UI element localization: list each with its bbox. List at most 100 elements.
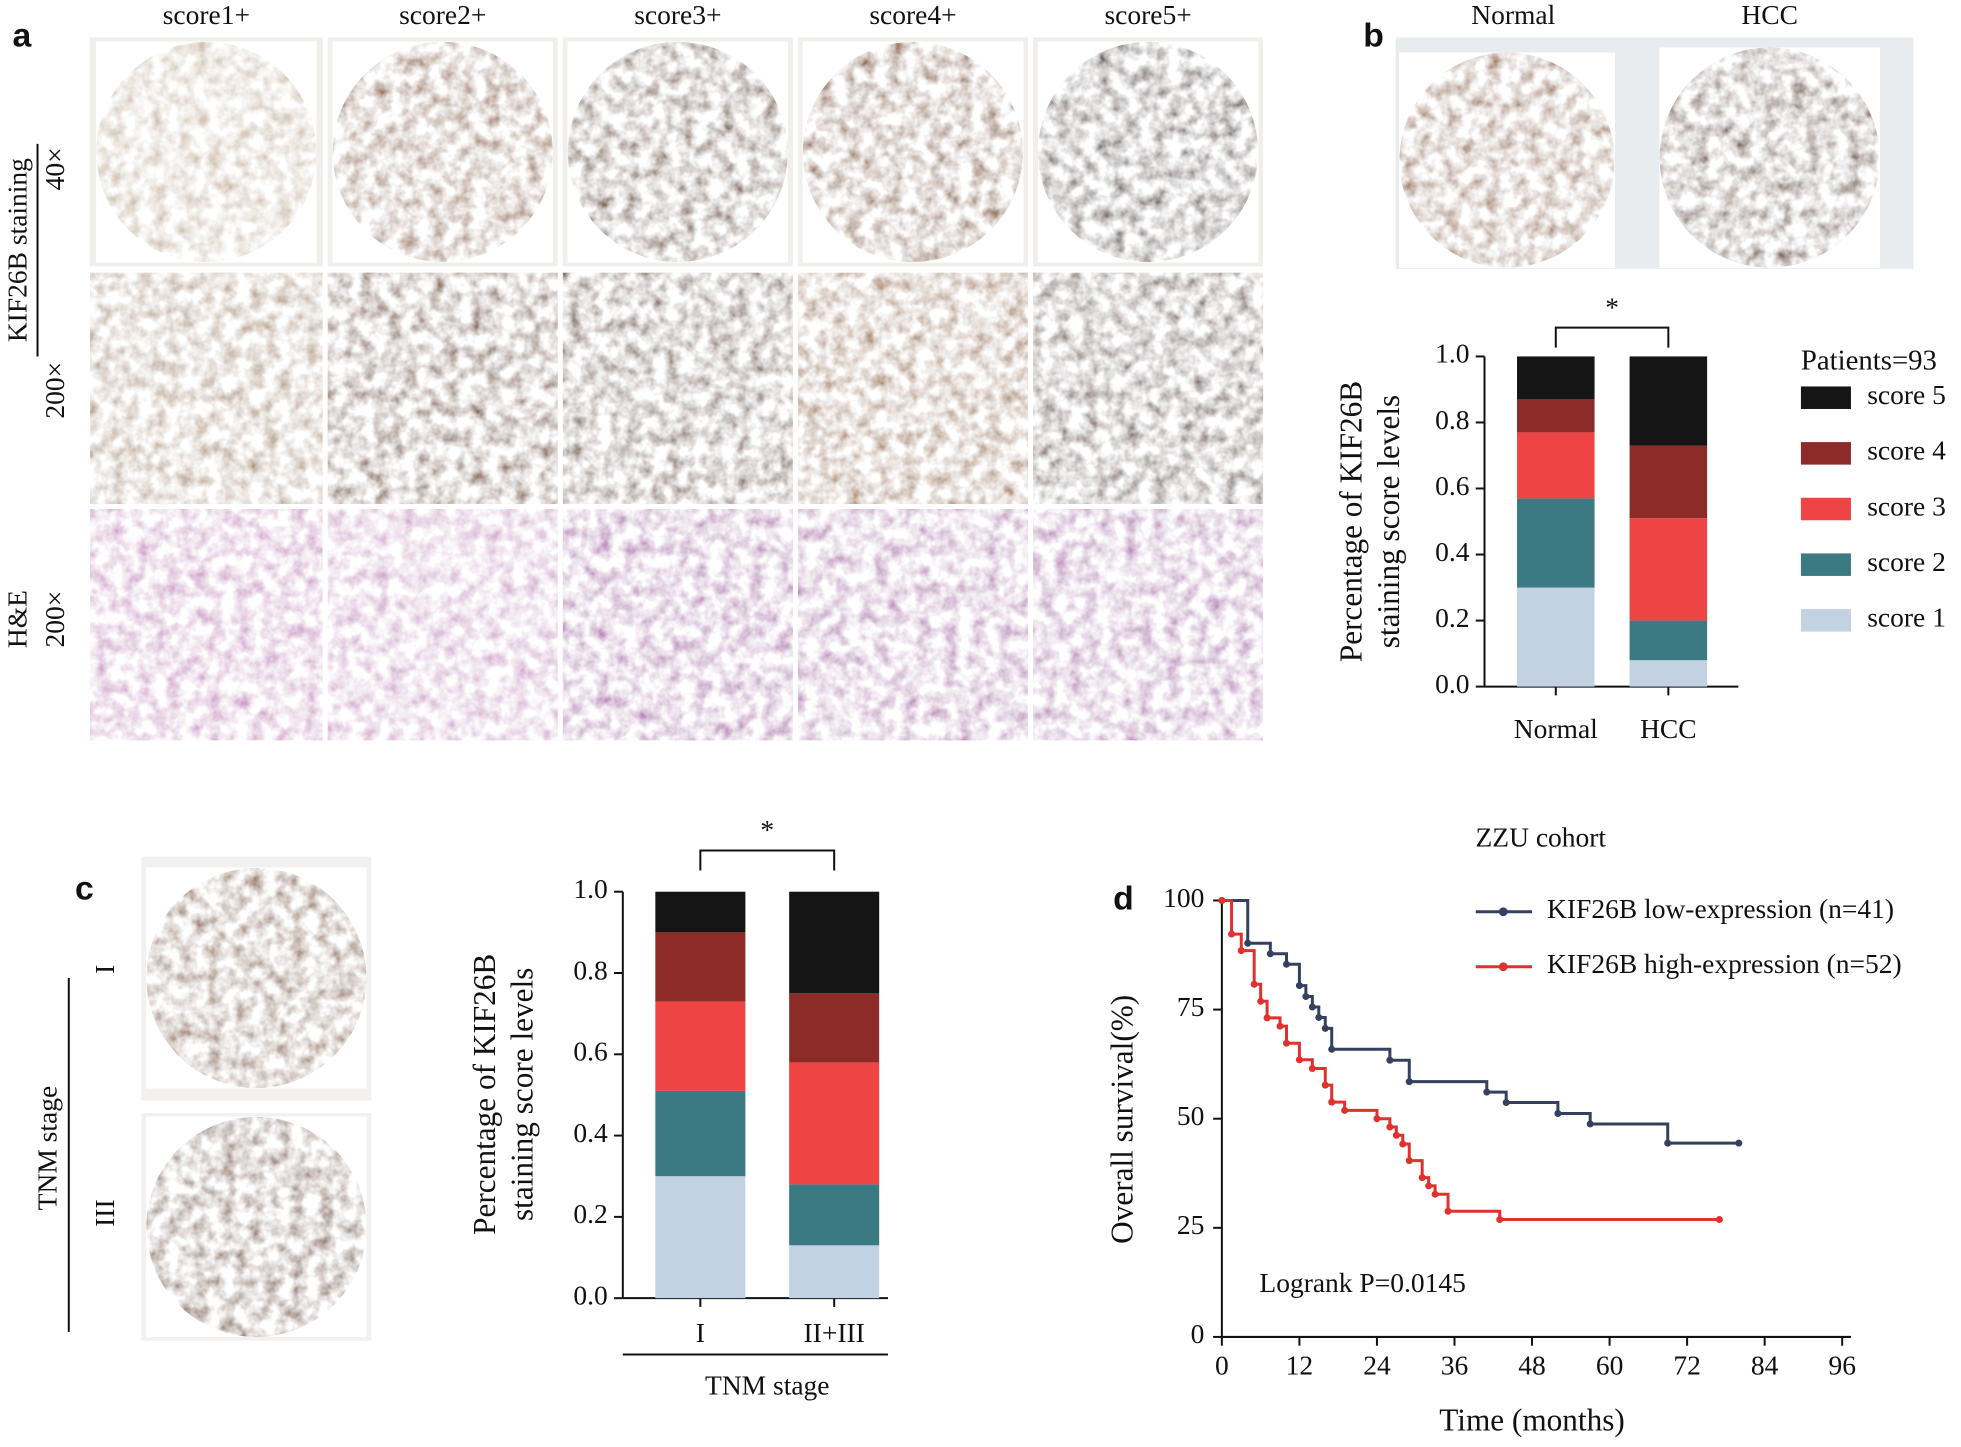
bar-segment	[1629, 518, 1708, 621]
image-label: Normal	[1471, 0, 1555, 30]
image-label: HCC	[1741, 0, 1798, 30]
x-tick-label: I	[696, 1317, 705, 1348]
bar-segment	[655, 1090, 746, 1177]
y-axis-label: Percentage of KIF26B	[1334, 381, 1369, 662]
point	[1328, 1045, 1336, 1053]
y-tick-label: 0.4	[1435, 536, 1470, 567]
point	[1321, 1024, 1329, 1032]
tissue-core	[146, 867, 367, 1089]
chart-title: ZZU cohort	[1475, 822, 1606, 853]
point	[1328, 1098, 1336, 1106]
bar-segment	[1517, 432, 1595, 499]
bar-segment	[1629, 356, 1708, 446]
column-label: score1+	[163, 0, 250, 30]
x-tick-label: 0	[1215, 1350, 1229, 1381]
point	[1431, 1190, 1439, 1198]
point	[1341, 1106, 1349, 1114]
tissue-core	[1659, 47, 1880, 268]
point	[1386, 1056, 1394, 1064]
legend-swatch	[1800, 497, 1851, 521]
point	[1250, 980, 1258, 988]
y-axis-label: staining score levels	[1371, 395, 1406, 648]
point	[1302, 992, 1310, 1000]
legend-swatch	[1800, 442, 1851, 465]
y-tick-label: 0.4	[573, 1117, 608, 1148]
tissue-core	[567, 41, 788, 263]
x-tick-label: 24	[1363, 1350, 1391, 1381]
micrograph	[327, 272, 558, 505]
tissue-core	[1038, 41, 1259, 263]
y-tick-label: 0.2	[573, 1198, 607, 1229]
y-tick-label: 1.0	[1435, 338, 1469, 369]
significance-mark: *	[760, 814, 774, 845]
legend-title: Patients=93	[1801, 344, 1937, 376]
y-tick-label: 0.2	[1435, 602, 1469, 633]
point	[1308, 1065, 1316, 1073]
bar-segment	[789, 1184, 880, 1246]
bar-segment	[789, 1062, 880, 1185]
legend-label: score 1	[1867, 602, 1946, 633]
point	[1266, 950, 1274, 958]
micrograph	[90, 272, 323, 505]
group-label: TNM stage	[31, 1086, 62, 1211]
micrograph-he	[562, 509, 793, 741]
point	[1399, 1140, 1407, 1148]
row-label: H&E	[1, 590, 32, 648]
panel-label: c	[75, 869, 94, 907]
tissue-core	[146, 1116, 367, 1337]
y-axis-label: Overall survival(%)	[1105, 995, 1140, 1244]
bar-segment	[655, 932, 746, 1002]
y-tick-label: 0.6	[1435, 470, 1469, 501]
panel-label: a	[13, 16, 32, 54]
point	[1373, 1115, 1381, 1123]
row-group-label: KIF26B staining	[1, 158, 32, 342]
legend-swatch	[1800, 553, 1851, 576]
point	[1282, 1039, 1290, 1047]
y-tick-label: 1.0	[573, 873, 607, 904]
bar-segment	[655, 891, 746, 933]
point	[1276, 1022, 1284, 1030]
y-tick-label: 0	[1191, 1318, 1205, 1349]
x-tick-label: 96	[1828, 1350, 1856, 1381]
legend-marker	[1498, 907, 1508, 917]
tissue-core	[332, 41, 553, 263]
y-tick-label: 0.8	[573, 954, 607, 985]
legend-label: score 3	[1867, 490, 1946, 521]
bar-segment	[1629, 660, 1708, 687]
significance-bracket	[699, 849, 836, 871]
bar-segment	[655, 1001, 746, 1091]
bar-segment	[789, 993, 880, 1063]
legend-label: score 4	[1867, 435, 1946, 466]
panel-label: d	[1113, 879, 1134, 917]
point	[1257, 997, 1265, 1005]
column-label: score4+	[869, 0, 956, 30]
micrograph-he	[1033, 509, 1264, 741]
point	[1295, 1056, 1303, 1064]
micrograph-he	[797, 509, 1029, 741]
significance-bracket	[1554, 326, 1670, 348]
column-label: score3+	[634, 0, 721, 30]
point	[1502, 1099, 1510, 1107]
x-tick-label: 48	[1518, 1350, 1546, 1381]
legend-label: score 2	[1867, 546, 1946, 577]
y-tick-label: 0.0	[1435, 668, 1469, 699]
point	[1237, 947, 1245, 955]
micrograph-he	[327, 509, 558, 741]
bar-segment	[1517, 587, 1595, 687]
x-tick-label: HCC	[1640, 713, 1697, 744]
panel-label: b	[1363, 16, 1384, 54]
x-tick-label: 60	[1596, 1350, 1624, 1381]
y-tick-label: 25	[1177, 1209, 1205, 1240]
tissue-core	[96, 41, 317, 263]
y-axis-label: staining score levels	[504, 968, 539, 1221]
micrograph	[797, 272, 1029, 505]
y-tick-label: 0.8	[1435, 404, 1469, 435]
y-tick-label: 50	[1177, 1100, 1205, 1131]
significance-mark: *	[1605, 291, 1619, 322]
y-tick-label: 0.0	[573, 1279, 607, 1310]
row-label: 200×	[39, 362, 70, 419]
point	[1244, 939, 1252, 947]
legend-marker	[1498, 962, 1508, 972]
y-tick-label: 100	[1163, 882, 1204, 913]
